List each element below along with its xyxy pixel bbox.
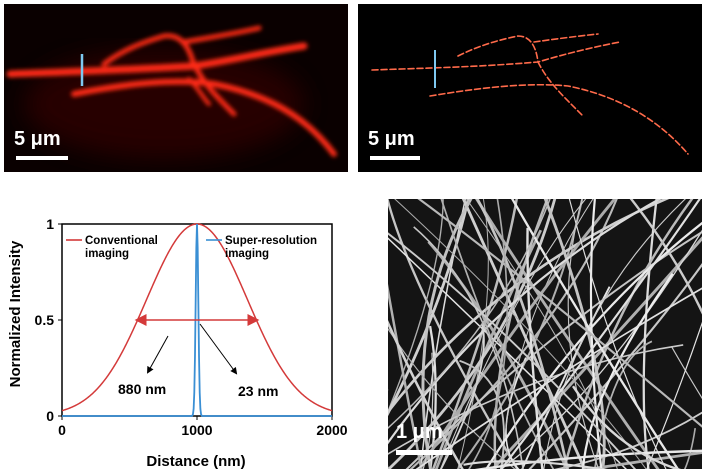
intensity-profile-chart: Normalized Intensity Distance (nm) 0 1000…	[0, 190, 360, 473]
pointer-23nm	[199, 323, 238, 375]
nanofiber	[629, 199, 702, 315]
nanofiber	[388, 283, 423, 469]
scale-bar	[370, 156, 420, 160]
nanofiber	[440, 199, 587, 469]
x-tick-label: 1000	[181, 422, 212, 438]
sem-image-panel: 1 μm	[388, 199, 702, 469]
nanofiber	[500, 199, 701, 469]
conventional-image	[6, 25, 337, 159]
nanofiber	[440, 199, 555, 469]
nanofiber	[580, 451, 702, 469]
legend: ConventionalimagingSuper-resolutionimagi…	[66, 235, 317, 260]
y-tick-label: 1	[46, 216, 54, 232]
nanofiber	[589, 199, 603, 469]
x-tick-label: 0	[58, 422, 66, 438]
nanofiber	[409, 199, 618, 469]
y-tick-label: 0	[46, 408, 54, 424]
nanofiber	[646, 321, 702, 469]
scale-bar-label: 1 μm	[396, 421, 443, 443]
nanofiber	[463, 460, 609, 469]
nanofiber	[526, 227, 544, 469]
nanofiber	[475, 199, 660, 469]
annotation-23nm: 23 nm	[238, 383, 278, 399]
x-axis-label: Distance (nm)	[146, 453, 245, 470]
legend-label: imaging	[85, 248, 129, 260]
sem-image	[388, 199, 702, 469]
series-line-super-resolution	[62, 223, 332, 417]
y-tick-label: 0.5	[35, 312, 55, 328]
nanofiber	[505, 357, 527, 469]
nanofiber	[528, 262, 702, 469]
pointer-880nm	[147, 335, 169, 374]
x-tick-label: 2000	[316, 422, 347, 438]
nanofiber	[421, 199, 473, 469]
nanofiber	[493, 199, 549, 469]
nanofiber	[465, 199, 618, 469]
ticks: 0 1000 2000 0 0.5 1	[35, 216, 348, 438]
nanofiber	[475, 199, 569, 469]
nanofiber	[593, 340, 653, 469]
legend-label: Super-resolution	[225, 235, 317, 247]
nanofiber	[543, 199, 606, 469]
legend-label: Conventional	[85, 235, 158, 247]
nanofiber	[388, 199, 662, 445]
y-axis-label: Normalized Intensity	[7, 240, 24, 387]
super-resolution-image	[371, 33, 689, 155]
nanofiber	[571, 385, 682, 469]
annotation-880nm: 880 nm	[118, 381, 166, 397]
nanofiber	[581, 272, 674, 469]
nanofiber	[683, 427, 697, 469]
nanofiber	[461, 199, 587, 469]
nanofiber	[567, 199, 600, 469]
conventional-image-panel: 5 μm	[4, 4, 348, 172]
nanofiber	[388, 237, 627, 469]
nanofiber	[415, 287, 702, 469]
nanofiber	[413, 226, 524, 469]
chart-svg: Normalized Intensity Distance (nm) 0 1000…	[7, 216, 348, 470]
nanofiber	[553, 411, 702, 469]
nanofiber	[388, 199, 551, 429]
scale-bar	[16, 156, 68, 160]
nanofiber	[427, 240, 569, 469]
nanofiber	[417, 199, 702, 428]
scale-bar-label: 5 μm	[368, 128, 415, 150]
nanofiber	[562, 199, 694, 469]
nanofiber	[521, 286, 611, 469]
legend-label: imaging	[225, 248, 269, 260]
nanofiber	[419, 199, 467, 469]
series-layer	[61, 223, 333, 417]
nanofiber	[474, 449, 702, 469]
nanofiber	[388, 232, 637, 469]
scale-bar	[396, 450, 452, 455]
nanofiber	[422, 352, 434, 469]
nanofiber	[388, 320, 464, 469]
nanofiber	[485, 221, 702, 469]
super-resolution-image-panel: 5 μm	[358, 4, 702, 172]
nanofiber	[670, 345, 702, 400]
scale-bar-label: 5 μm	[14, 128, 61, 150]
annotations: 880 nm 23 nm	[118, 314, 278, 399]
nanofiber	[490, 236, 702, 469]
nanofiber	[468, 199, 508, 469]
nanofiber	[405, 230, 702, 469]
